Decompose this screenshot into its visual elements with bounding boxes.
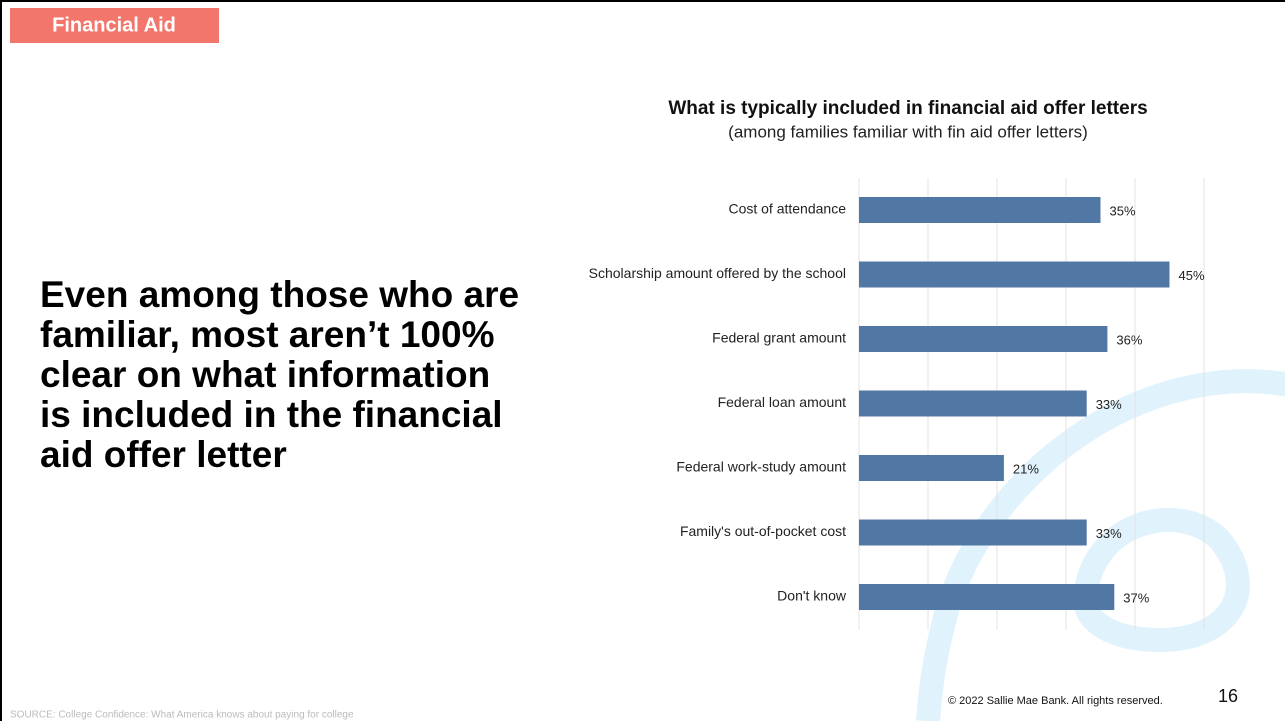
tag: Financial Aid <box>52 14 176 36</box>
bar <box>859 261 1170 288</box>
category-label: Family's out-of-pocket cost <box>680 523 846 539</box>
tag-box <box>10 8 219 43</box>
chart-subtitle: (among families familiar with fin aid of… <box>728 122 1088 141</box>
headline-line: clear on what information <box>40 354 490 395</box>
value-label: 33% <box>1096 397 1122 412</box>
value-label: 33% <box>1096 526 1122 541</box>
headline-line: aid offer letter <box>40 434 287 475</box>
category-label: Scholarship amount offered by the school <box>589 265 846 281</box>
category-label: Federal loan amount <box>718 394 847 410</box>
category-label: Federal grant amount <box>712 330 846 346</box>
headline-line: familiar, most aren’t 100% <box>40 314 494 355</box>
bar <box>859 519 1087 546</box>
category-label: Cost of attendance <box>728 201 846 217</box>
source: SOURCE: College Confidence: What America… <box>10 710 354 721</box>
category-label: Federal work-study amount <box>676 459 846 475</box>
bar <box>859 326 1108 352</box>
headline-line: is included in the financial <box>40 394 503 435</box>
chart-title: What is typically included in financial … <box>668 98 1147 119</box>
value-label: 45% <box>1179 268 1205 283</box>
page-number: 16 <box>1218 686 1238 706</box>
value-label: 36% <box>1116 332 1142 347</box>
plot: Cost of attendance 35% Scholarship amount … <box>589 178 1205 630</box>
loop <box>1073 508 1250 653</box>
bar <box>859 197 1101 223</box>
value-label: 35% <box>1110 203 1136 218</box>
value-label: 21% <box>1013 461 1039 476</box>
copyright: © 2022 Sallie Mae Bank. All rights reser… <box>948 695 1163 707</box>
category-label: Don't know <box>777 588 847 604</box>
bar <box>859 455 1004 481</box>
bar <box>859 584 1115 610</box>
value-label: 37% <box>1123 590 1149 605</box>
headline-line: Even among those who are <box>40 274 519 315</box>
bar <box>859 390 1087 417</box>
